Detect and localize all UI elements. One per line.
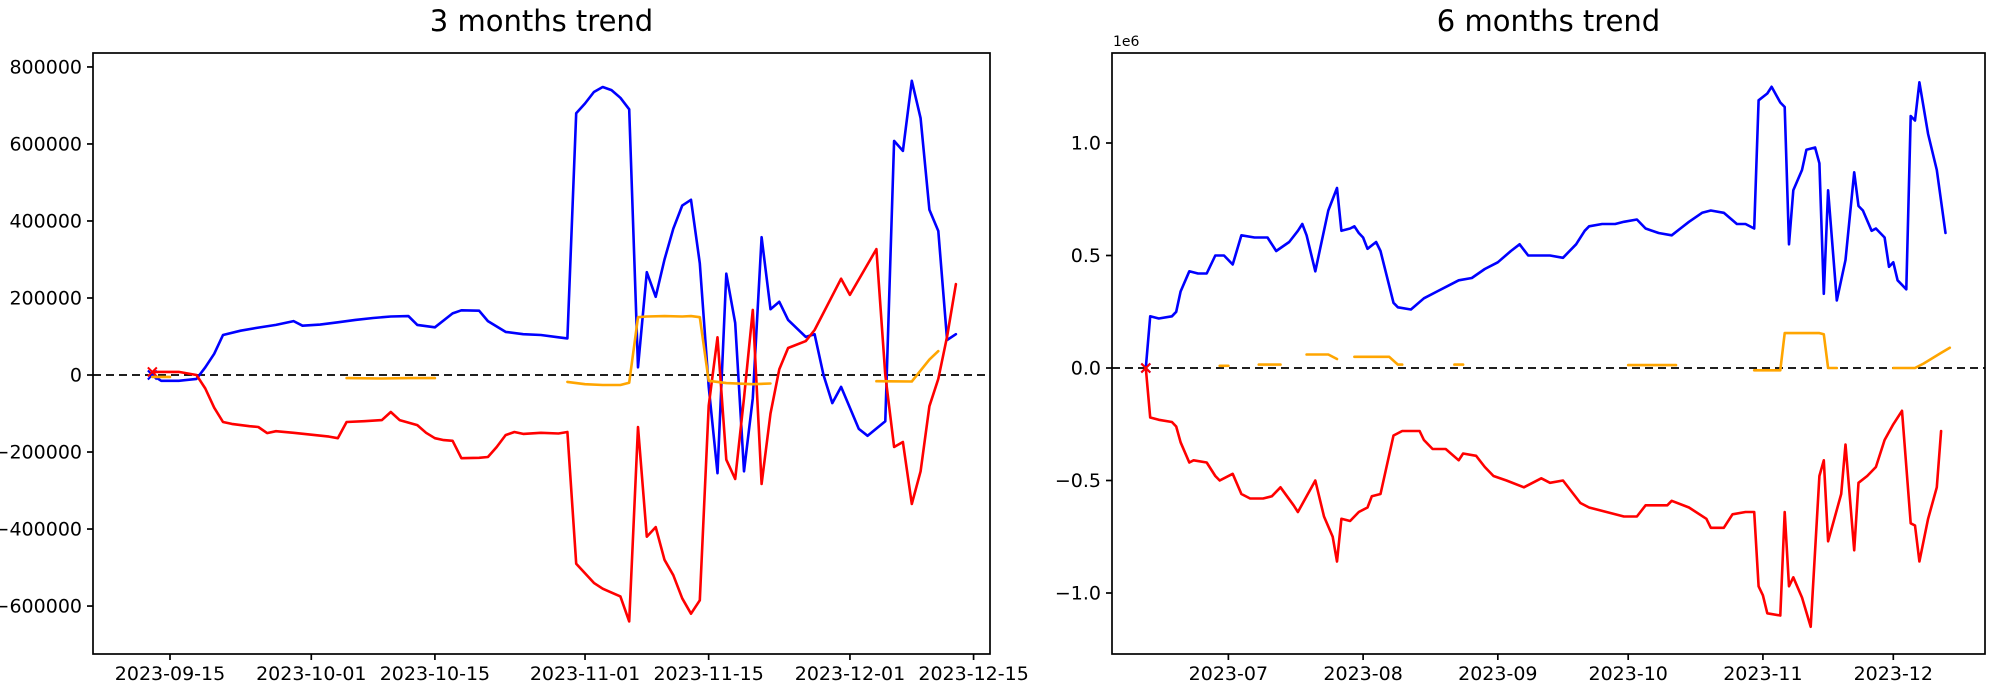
axes-box [1111, 52, 1986, 655]
orange-series [151, 314, 940, 387]
y-tick-label: 1.0 [1071, 133, 1101, 155]
y-tick-label: 200000 [9, 288, 82, 310]
x-axis-ticks: 2023-09-15 2023-10-01 2023-10-15 2023-11-01… [115, 654, 1029, 685]
x-axis-ticks: 2023-07 2023-08 2023-09 2023-10 2023-11 2023-… [1189, 654, 1933, 685]
x-tick-label: 2023-10-01 [256, 663, 366, 685]
x-tick-label: 2023-11 [1723, 663, 1802, 685]
left-chart-title: 3 months trend [429, 4, 654, 38]
x-tick-label: 2023-12 [1854, 663, 1933, 685]
y-axis-offset-label: 1e6 [1113, 34, 1140, 50]
y-tick-label: −200000 [0, 442, 82, 464]
y-tick-label: 0.0 [1071, 358, 1101, 380]
axes-box [92, 52, 991, 655]
y-tick-label: −0.5 [1055, 470, 1101, 492]
y-tick-label: −1.0 [1055, 583, 1101, 605]
y-tick-label: 400000 [9, 211, 82, 233]
orange-series [1218, 331, 1952, 372]
y-tick-label: −600000 [0, 596, 82, 618]
x-tick-label: 2023-08 [1323, 663, 1402, 685]
y-tick-label: 0.5 [1071, 245, 1101, 267]
x-tick-label: 2023-12-15 [918, 663, 1028, 685]
x-tick-label: 2023-10 [1589, 663, 1668, 685]
y-tick-label: −400000 [0, 519, 82, 541]
x-tick-label: 2023-12-01 [795, 663, 905, 685]
x-tick-label: 2023-07 [1189, 663, 1268, 685]
x-tick-label: 2023-11-15 [653, 663, 763, 685]
red-series [147, 247, 958, 623]
y-tick-label: 800000 [9, 57, 82, 79]
y-tick-label: 600000 [9, 134, 82, 156]
x-tick-label: 2023-10-15 [380, 663, 490, 685]
blue-series [1140, 81, 1947, 374]
y-axis-ticks: 1.0 0.5 0.0 −0.5 −1.0 [1055, 133, 1112, 605]
red-series [1140, 362, 1943, 629]
x-tick-label: 2023-09-15 [115, 663, 225, 685]
y-tick-label: 0 [70, 365, 82, 387]
x-tick-label: 2023-11-01 [530, 663, 640, 685]
y-axis-ticks: 800000 600000 400000 200000 0 −200000 −400000 −… [0, 57, 93, 618]
right-chart-title: 6 months trend [1436, 4, 1661, 38]
x-tick-label: 2023-09 [1458, 663, 1537, 685]
chart-left: 800000 600000 400000 200000 0 −200000 −400000 −… [0, 52, 1029, 685]
blue-series [147, 79, 958, 475]
